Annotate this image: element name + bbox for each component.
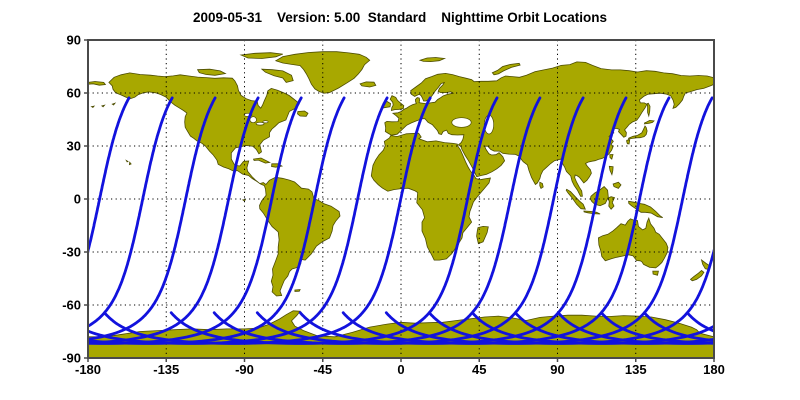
plot-title: 2009-05-31 Version: 5.00 Standard Nightt… — [192, 10, 608, 25]
x-tick-label: -180 — [75, 362, 101, 377]
landmass-madagascar — [476, 225, 489, 245]
landmass-hokkaido — [643, 119, 655, 125]
landmass-honshu — [627, 125, 648, 140]
orbit-track-1 — [88, 96, 174, 328]
landmass-uk — [389, 95, 405, 112]
landmass-sri-lanka — [539, 181, 544, 189]
orbit-track-13 — [384, 96, 714, 345]
black-sea — [451, 117, 472, 128]
landmass-hawaii-2 — [128, 161, 132, 166]
x-tick-label: -135 — [153, 362, 179, 377]
plot-area — [0, 40, 800, 358]
x-tick-label: 45 — [472, 362, 486, 377]
landmass-eurasia — [384, 61, 714, 197]
landmass-java — [583, 210, 601, 215]
orbit-track-7 — [731, 98, 800, 344]
lake-michigan-huron — [249, 116, 257, 124]
landmass-nz-south — [689, 269, 705, 282]
landmass-cuba — [252, 157, 271, 164]
y-tick-label: -90 — [62, 351, 81, 366]
landmass-svalbard — [418, 57, 447, 63]
lake-ontario — [262, 120, 269, 124]
y-tick-label: 90 — [67, 33, 81, 48]
landmass-kyushu — [626, 139, 631, 145]
x-tick-label: -45 — [313, 362, 332, 377]
landmass-falklands — [294, 289, 301, 292]
y-tick-label: 60 — [67, 86, 81, 101]
orbit-track-12 — [0, 98, 43, 344]
landmass-americas — [108, 72, 341, 297]
landmass-newfoundland — [297, 110, 309, 117]
landmass-ellesmere — [239, 52, 283, 59]
landmass-aleutians-3 — [111, 102, 117, 106]
y-tick-label: -60 — [62, 298, 81, 313]
orbit-track-12 — [341, 96, 671, 345]
lake-erie — [255, 121, 265, 126]
y-tick-label: 30 — [67, 139, 81, 154]
landmass-mindanao — [612, 181, 622, 189]
landmass-iceland — [359, 81, 377, 88]
x-tick-label: 90 — [550, 362, 564, 377]
x-tick-label: 180 — [703, 362, 725, 377]
y-tick-label: 0 — [74, 192, 81, 207]
orbit-track-2 — [88, 96, 217, 341]
x-tick-label: 135 — [625, 362, 647, 377]
landmass-australia — [597, 216, 669, 269]
x-tick-label: 0 — [397, 362, 404, 377]
landmass-hawaii-1 — [125, 159, 129, 163]
landmass-sulawesi — [607, 196, 616, 210]
x-tick-label: -90 — [235, 362, 254, 377]
landmass-baffin — [260, 68, 294, 83]
landmass-victoria-island — [196, 68, 227, 76]
landmass-sakhalin — [646, 102, 651, 118]
landmass-taiwan — [609, 154, 614, 160]
landmass-tasmania — [652, 270, 659, 276]
landmass-luzon — [608, 165, 614, 176]
landmass-aleutians-1 — [90, 105, 96, 109]
y-tick-label: -30 — [62, 245, 81, 260]
landmass-aleutians-2 — [101, 104, 106, 108]
landmass-galapagos — [241, 198, 247, 202]
landmass-novaya-zemlya — [491, 62, 521, 76]
